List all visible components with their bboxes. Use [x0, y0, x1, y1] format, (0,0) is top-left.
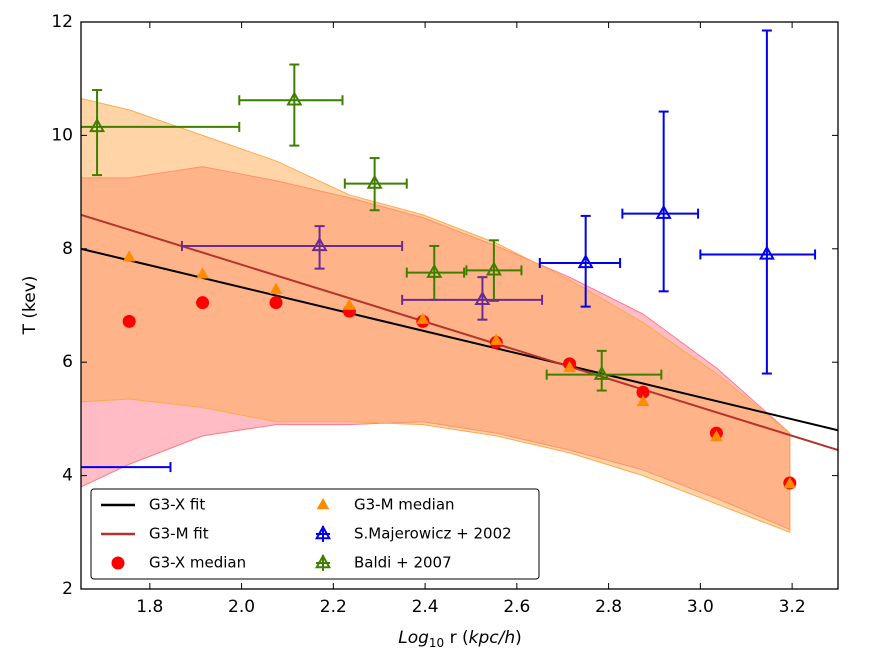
x-tick-label: 2.6	[503, 597, 530, 617]
point	[593, 365, 610, 380]
point	[636, 394, 650, 407]
x-label-base: Log	[398, 628, 429, 648]
point	[311, 236, 328, 252]
point	[343, 298, 356, 310]
legend-label: G3-X median	[149, 554, 246, 572]
fit-line	[81, 213, 838, 452]
error-bar	[81, 462, 172, 473]
point	[196, 296, 210, 310]
plot-area	[81, 29, 838, 534]
error-bar	[621, 110, 700, 293]
point	[122, 250, 136, 262]
x-axis-label: Log10 r (kpc/h)	[398, 628, 522, 650]
x-label-sub: 10	[429, 636, 444, 650]
error-bar	[81, 89, 241, 177]
x-label-unit: kpc/h	[469, 628, 515, 648]
point	[758, 245, 775, 260]
band	[81, 98, 791, 534]
point	[366, 174, 383, 189]
legend-label: S.Majerowicz + 2002	[354, 525, 512, 543]
legend-label: Baldi + 2007	[354, 554, 452, 572]
x-tick-label: 2.4	[412, 597, 439, 617]
y-tick-label: 12	[51, 12, 73, 32]
error-bar	[465, 239, 523, 302]
point	[710, 430, 723, 442]
error-bar	[238, 63, 344, 147]
x-tick-label: 2.8	[595, 597, 622, 617]
y-axis-label: T (kev)	[20, 276, 40, 336]
legend-box	[90, 488, 540, 580]
legend-label: G3-M fit	[149, 525, 209, 543]
error-bar	[401, 276, 544, 321]
point	[485, 261, 502, 276]
y-tick-label: 2	[62, 579, 73, 599]
x-label-mid: r (	[444, 628, 468, 648]
point	[316, 498, 330, 510]
y-tick-label: 4	[62, 466, 73, 486]
error-bar	[538, 214, 622, 308]
point	[269, 282, 283, 294]
legend-marker	[314, 553, 332, 569]
point	[122, 314, 136, 328]
point	[563, 360, 576, 373]
point	[426, 263, 443, 278]
x-tick-label: 2.2	[320, 597, 347, 617]
error-bar	[545, 349, 663, 392]
y-tick-label: 8	[62, 239, 73, 259]
legend-label: G3-X fit	[149, 496, 205, 514]
legend-swatch	[314, 553, 332, 571]
point	[636, 385, 650, 399]
x-tick-label: 3.2	[779, 597, 806, 617]
point	[269, 296, 283, 310]
fit-line	[81, 247, 838, 432]
point	[783, 477, 797, 489]
legend-marker	[314, 524, 332, 540]
point	[286, 91, 303, 106]
x-tick-label: 3.0	[687, 597, 714, 617]
x-tick-label: 2.0	[228, 597, 255, 617]
legend: G3-X fit G3-M fit G3-X median G3-M median S.…	[90, 488, 540, 580]
legend-label: G3-M median	[354, 496, 455, 514]
y-tick-label: 6	[62, 352, 73, 372]
error-bar	[180, 225, 404, 270]
error-bar	[699, 29, 817, 375]
y-tick-label: 10	[51, 125, 73, 145]
x-tick-label: 1.8	[136, 597, 163, 617]
point	[577, 253, 594, 269]
point	[416, 312, 430, 324]
point	[196, 267, 209, 279]
plot-frame	[80, 21, 839, 590]
point	[655, 204, 672, 219]
point	[474, 290, 491, 306]
legend-swatch	[314, 524, 332, 542]
point	[111, 556, 125, 570]
point	[89, 117, 106, 133]
x-label-end: )	[515, 628, 522, 648]
error-bar	[343, 157, 408, 212]
point	[489, 333, 503, 345]
